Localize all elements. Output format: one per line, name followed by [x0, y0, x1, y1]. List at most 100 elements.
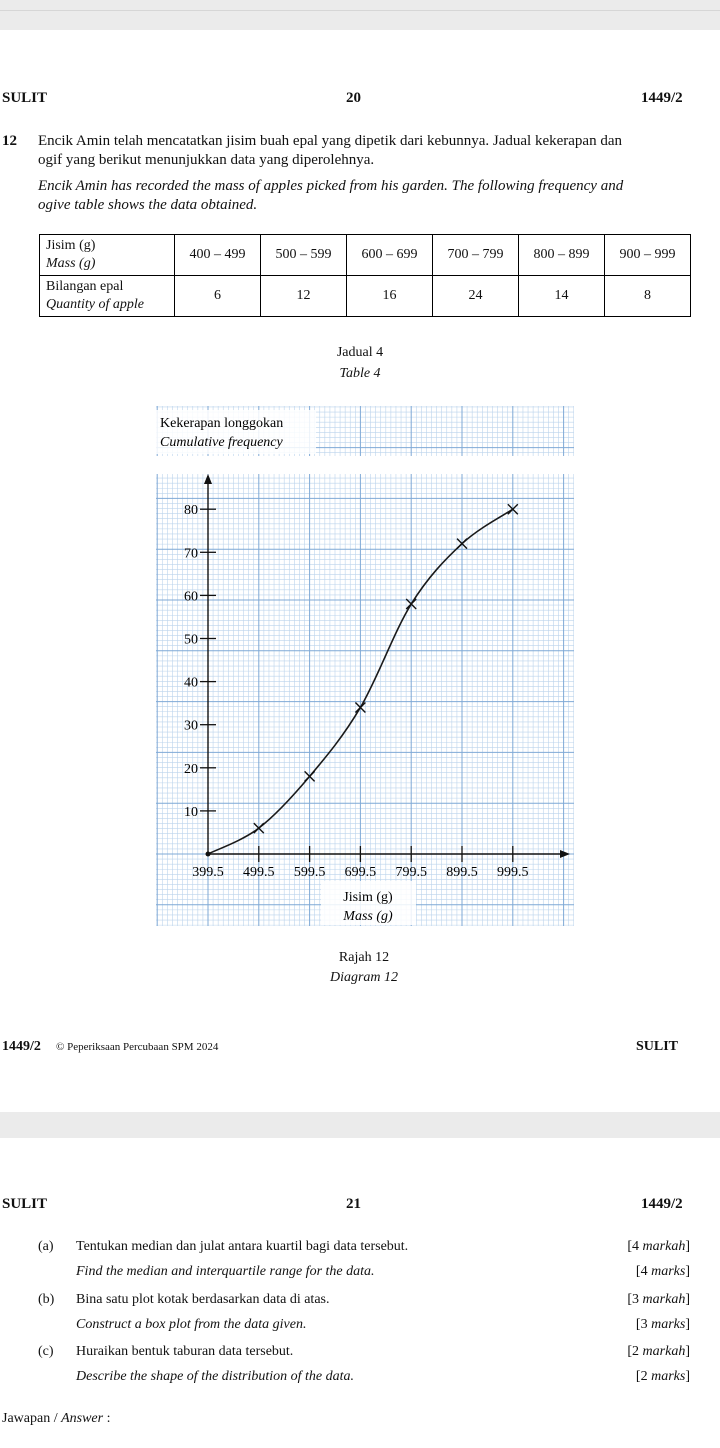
data-point-dot: [205, 851, 211, 857]
mass-label-english: Mass (g): [46, 256, 96, 271]
class-cell: 600 – 699: [346, 234, 433, 276]
page-21: SULIT 21 1449/2 (a) Tentukan median dan …: [0, 1138, 720, 1448]
part-a-marks-malay: [4 markah]: [627, 1239, 690, 1254]
part-c-malay: Huraikan bentuk taburan data tersebut.: [76, 1344, 294, 1359]
part-c-marks-malay: [2 markah]: [627, 1344, 690, 1359]
data-point-marker: [205, 851, 211, 857]
x-axis-label-english: Mass (g): [342, 909, 393, 924]
x-tick-label: 799.5: [395, 865, 427, 880]
major-grid: [156, 406, 574, 926]
frequency-cell: 8: [604, 275, 691, 317]
ticks: 10 20 30 40 50 60 70 80 399.5 499.5 599.5 699.5 799.…: [184, 503, 529, 880]
y-tick-label: 50: [184, 633, 198, 648]
part-b-marks-english: [3 marks]: [635, 1317, 690, 1332]
y-axis-arrow: [204, 474, 212, 484]
table-row-mass: Jisim (g) Mass (g) 400 – 499 500 – 599 6…: [39, 234, 691, 276]
x-tick-label: 499.5: [243, 865, 274, 880]
part-a-label: (a): [38, 1239, 54, 1254]
cross-stroke: [354, 701, 366, 713]
frequency-cell: 16: [346, 275, 433, 317]
x-tick-label: 999.5: [497, 865, 529, 880]
header-sulit: SULIT: [2, 90, 48, 106]
part-b-english: Construct a box plot from the data given…: [76, 1317, 307, 1332]
answer-label: Jawapan / Answer :: [2, 1411, 111, 1426]
frequency-cell: 24: [432, 275, 519, 317]
row-header-quantity: Bilangan epal Quantity of apple: [39, 275, 175, 317]
class-cell: 400 – 499: [174, 234, 261, 276]
data-point-marker: [354, 701, 366, 713]
axes: [204, 474, 570, 858]
frequency-table: Jisim (g) Mass (g) 400 – 499 500 – 599 6…: [39, 234, 691, 317]
data-point-marker: [507, 503, 519, 515]
question-malay-line2: ogif yang berikut menunjukkan data yang …: [38, 152, 375, 168]
minor-grid: [156, 406, 574, 926]
part-a-english: Find the median and interquartile range …: [76, 1264, 375, 1279]
data-point-marker: [253, 822, 265, 834]
x-axis-arrow: [560, 850, 570, 858]
question-english-line1: Encik Amin has recorded the mass of appl…: [38, 178, 624, 194]
x-tick-label: 899.5: [446, 865, 478, 880]
part-c-english: Describe the shape of the distribution o…: [76, 1369, 355, 1384]
class-cell: 700 – 799: [432, 234, 519, 276]
y-tick-label: 40: [184, 676, 198, 691]
part-a-marks-english: [4 marks]: [635, 1264, 690, 1279]
part-c-marks-english: [2 marks]: [635, 1369, 690, 1384]
cross-stroke: [456, 538, 468, 550]
x-tick-label: 699.5: [345, 865, 377, 880]
ogive-chart: Kekerapan longgokan Cumulative frequency…: [156, 406, 574, 926]
frequency-cell: 12: [260, 275, 347, 317]
question-malay-line1: Encik Amin telah mencatatkan jisim buah …: [38, 133, 622, 149]
header-page-number: 21: [346, 1196, 361, 1212]
footer-paper-code: 1449/2: [2, 1039, 41, 1054]
part-b-malay: Bina satu plot kotak berdasarkan data di…: [76, 1292, 330, 1307]
title-background: [156, 410, 316, 454]
y-tick-label: 30: [184, 719, 198, 734]
row-header-mass: Jisim (g) Mass (g): [39, 234, 175, 276]
y-tick-label: 60: [184, 589, 198, 604]
quantity-label-english: Quantity of apple: [46, 297, 144, 312]
part-b-marks-malay: [3 markah]: [627, 1292, 690, 1307]
data-points: [205, 503, 519, 857]
chart-title-malay: Kekerapan longgokan: [160, 416, 283, 431]
data-point-marker: [405, 598, 417, 610]
cross-stroke: [253, 822, 265, 834]
class-cell: 800 – 899: [518, 234, 605, 276]
table-row-quantity: Bilangan epal Quantity of apple 6 12 16 …: [39, 275, 691, 317]
frequency-cell: 6: [174, 275, 261, 317]
mass-label-malay: Jisim (g): [46, 238, 96, 253]
chart-title-english: Cumulative frequency: [160, 435, 284, 450]
data-point-marker: [304, 770, 316, 782]
diagram-caption-english: Diagram 12: [329, 970, 399, 985]
y-tick-label: 80: [184, 503, 198, 518]
xlabel-background: [321, 881, 416, 925]
cross-stroke: [304, 770, 316, 782]
title-mask: [156, 456, 574, 474]
cross-stroke: [405, 598, 417, 610]
quantity-label-malay: Bilangan epal: [46, 279, 124, 294]
cross-stroke: [507, 503, 519, 515]
header-page-number: 20: [346, 90, 361, 106]
x-tick-label: 599.5: [294, 865, 326, 880]
table-caption-malay: Jadual 4: [336, 345, 384, 360]
question-english-line2: ogive table shows the data obtained.: [38, 197, 258, 213]
question-number: 12: [2, 133, 17, 149]
y-tick-label: 10: [184, 805, 198, 820]
table-caption-english: Table 4: [339, 366, 381, 381]
part-c-label: (c): [38, 1344, 54, 1359]
footer-copyright: © Peperiksaan Percubaan SPM 2024: [56, 1041, 219, 1053]
footer-sulit: SULIT: [636, 1039, 679, 1054]
header-paper-code: 1449/2: [641, 1196, 683, 1212]
x-tick-label: 399.5: [192, 865, 224, 880]
page-edge: [0, 10, 720, 11]
data-point-marker: [456, 538, 468, 550]
class-cell: 500 – 599: [260, 234, 347, 276]
diagram-caption-malay: Rajah 12: [338, 950, 390, 965]
frequency-cell: 14: [518, 275, 605, 317]
y-tick-label: 70: [184, 546, 198, 561]
x-axis-label-malay: Jisim (g): [343, 890, 393, 905]
class-cell: 900 – 999: [604, 234, 691, 276]
y-tick-label: 20: [184, 762, 198, 777]
page-20: SULIT 20 1449/2 12 Encik Amin telah menc…: [0, 30, 720, 1112]
part-b-label: (b): [38, 1292, 55, 1307]
header-paper-code: 1449/2: [641, 90, 683, 106]
